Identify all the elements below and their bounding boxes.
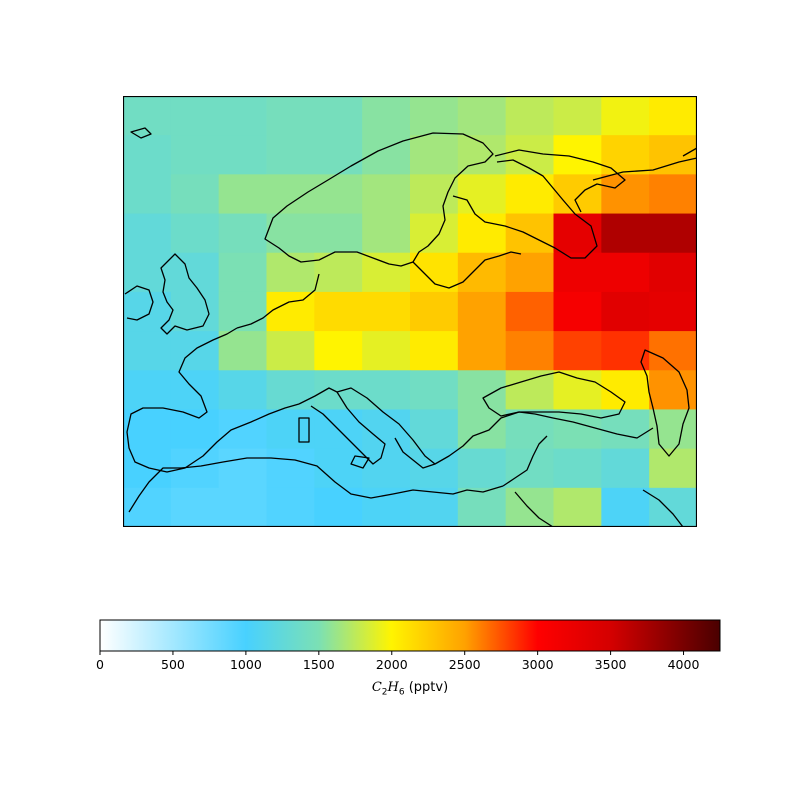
- colorbar-tick-label: 1500: [303, 657, 335, 672]
- colorbar-label: C2H6 (pptv): [0, 680, 800, 698]
- colorbar-label-h: H: [388, 680, 399, 695]
- colorbar-tick-label: 3000: [522, 657, 554, 672]
- colorbar-tick-label: 4000: [668, 657, 700, 672]
- colorbar-label-units: (pptv): [405, 680, 449, 695]
- colorbar-tick-label: 1000: [230, 657, 262, 672]
- colorbar-tick-label: 2000: [376, 657, 408, 672]
- colorbar-tick-label: 0: [96, 657, 104, 672]
- colorbar-tick-label: 500: [161, 657, 185, 672]
- colorbar-tick-label: 2500: [449, 657, 481, 672]
- colorbar-label-c: C: [372, 680, 382, 695]
- colorbar-ticks: 0 500 1000 1500 2000 2500 3000 3500 4000: [96, 651, 699, 672]
- colorbar: 0 500 1000 1500 2000 2500 3000 3500 4000: [0, 0, 800, 700]
- colorbar-tick-label: 3500: [595, 657, 627, 672]
- colorbar-gradient: [100, 620, 720, 651]
